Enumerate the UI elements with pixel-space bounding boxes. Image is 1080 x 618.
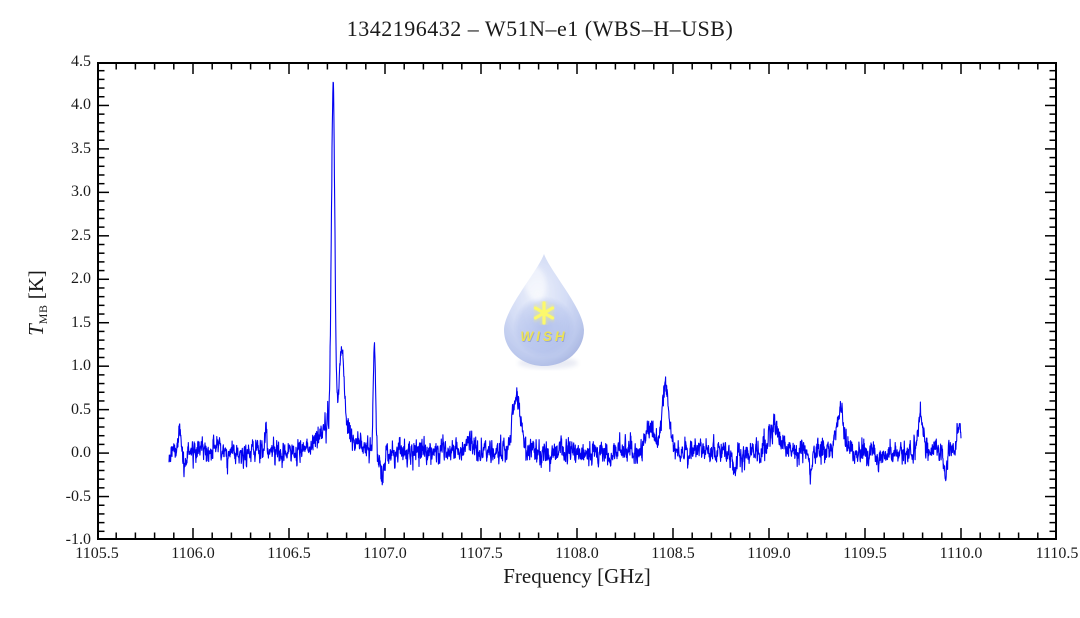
spectrum-line bbox=[168, 81, 962, 486]
x-tick-label: 1108.5 bbox=[651, 545, 695, 562]
x-axis-label: Frequency [GHz] bbox=[503, 564, 651, 588]
plot-title: 1342196432 – W51N–e1 (WBS–H–USB) bbox=[346, 16, 734, 41]
plot-area bbox=[97, 62, 1057, 540]
x-tick-label: 1110.5 bbox=[1035, 545, 1079, 562]
plot-canvas bbox=[97, 62, 1057, 540]
x-tick-label: 1109.5 bbox=[843, 545, 887, 562]
x-tick-label: 1110.0 bbox=[939, 545, 983, 562]
y-tick-label: 2.0 bbox=[71, 270, 91, 288]
y-tick-label: 3.0 bbox=[71, 183, 91, 201]
y-tick-label: 2.5 bbox=[71, 226, 91, 244]
y-tick-label: 0.0 bbox=[71, 444, 91, 462]
x-tick-label: 1109.0 bbox=[747, 545, 791, 562]
y-tick-label: 3.5 bbox=[71, 139, 91, 157]
y-tick-label: -0.5 bbox=[65, 487, 91, 505]
plot-frame bbox=[97, 62, 1057, 540]
x-tick-label: 1108.0 bbox=[555, 545, 599, 562]
x-tick-label: 1107.0 bbox=[363, 545, 407, 562]
y-tick-label: 4.5 bbox=[71, 53, 91, 70]
x-tick-label: 1105.5 bbox=[75, 545, 119, 562]
x-tick-label: 1106.5 bbox=[267, 545, 311, 562]
axis-ticks bbox=[99, 64, 1055, 538]
y-tick-label: -1.0 bbox=[65, 531, 91, 548]
y-tick-label: 1.0 bbox=[71, 357, 91, 375]
y-tick-label: 0.5 bbox=[71, 400, 91, 418]
x-tick-label: 1107.5 bbox=[459, 545, 503, 562]
y-tick-label: 4.0 bbox=[71, 96, 91, 114]
y-tick-label: 1.5 bbox=[71, 313, 91, 331]
x-tick-label: 1106.0 bbox=[171, 545, 215, 562]
